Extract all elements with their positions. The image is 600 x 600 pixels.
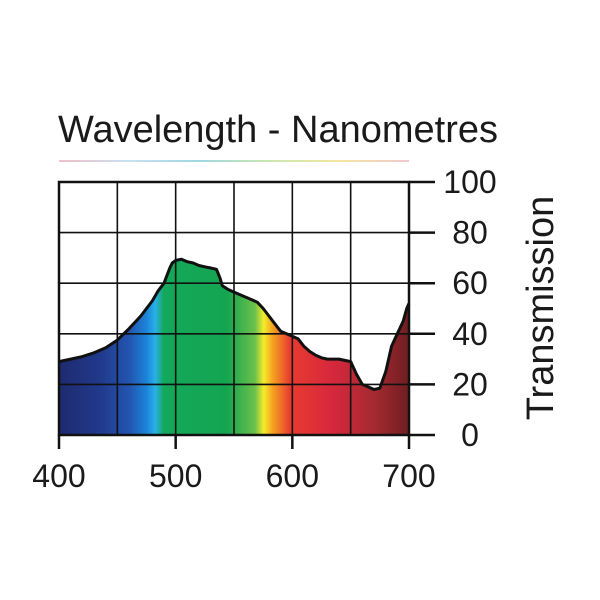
x-tick-label: 700 <box>382 458 435 494</box>
grid <box>59 182 409 435</box>
y-tick-label: 100 <box>443 164 496 200</box>
y-tick-label: 40 <box>452 316 488 352</box>
y-tick-label: 0 <box>461 417 479 453</box>
curve-layer <box>58 257 411 391</box>
x-tick-label: 400 <box>32 458 85 494</box>
y-axis-label: Transmission <box>520 196 562 421</box>
chart-title: Wavelength - Nanometres <box>58 109 498 151</box>
transmission-curve <box>58 257 411 391</box>
y-tick-label: 60 <box>452 265 488 301</box>
y-axis-ticks: 0 20 40 60 80 100 <box>409 164 497 453</box>
x-tick-label: 500 <box>149 458 202 494</box>
plot-frame <box>57 180 411 437</box>
x-tick-label: 600 <box>266 458 319 494</box>
y-tick-label: 20 <box>452 366 488 402</box>
x-axis-ticks: 400 500 600 700 <box>32 435 436 494</box>
y-tick-label: 80 <box>452 215 488 251</box>
spectrum-line <box>59 160 409 162</box>
